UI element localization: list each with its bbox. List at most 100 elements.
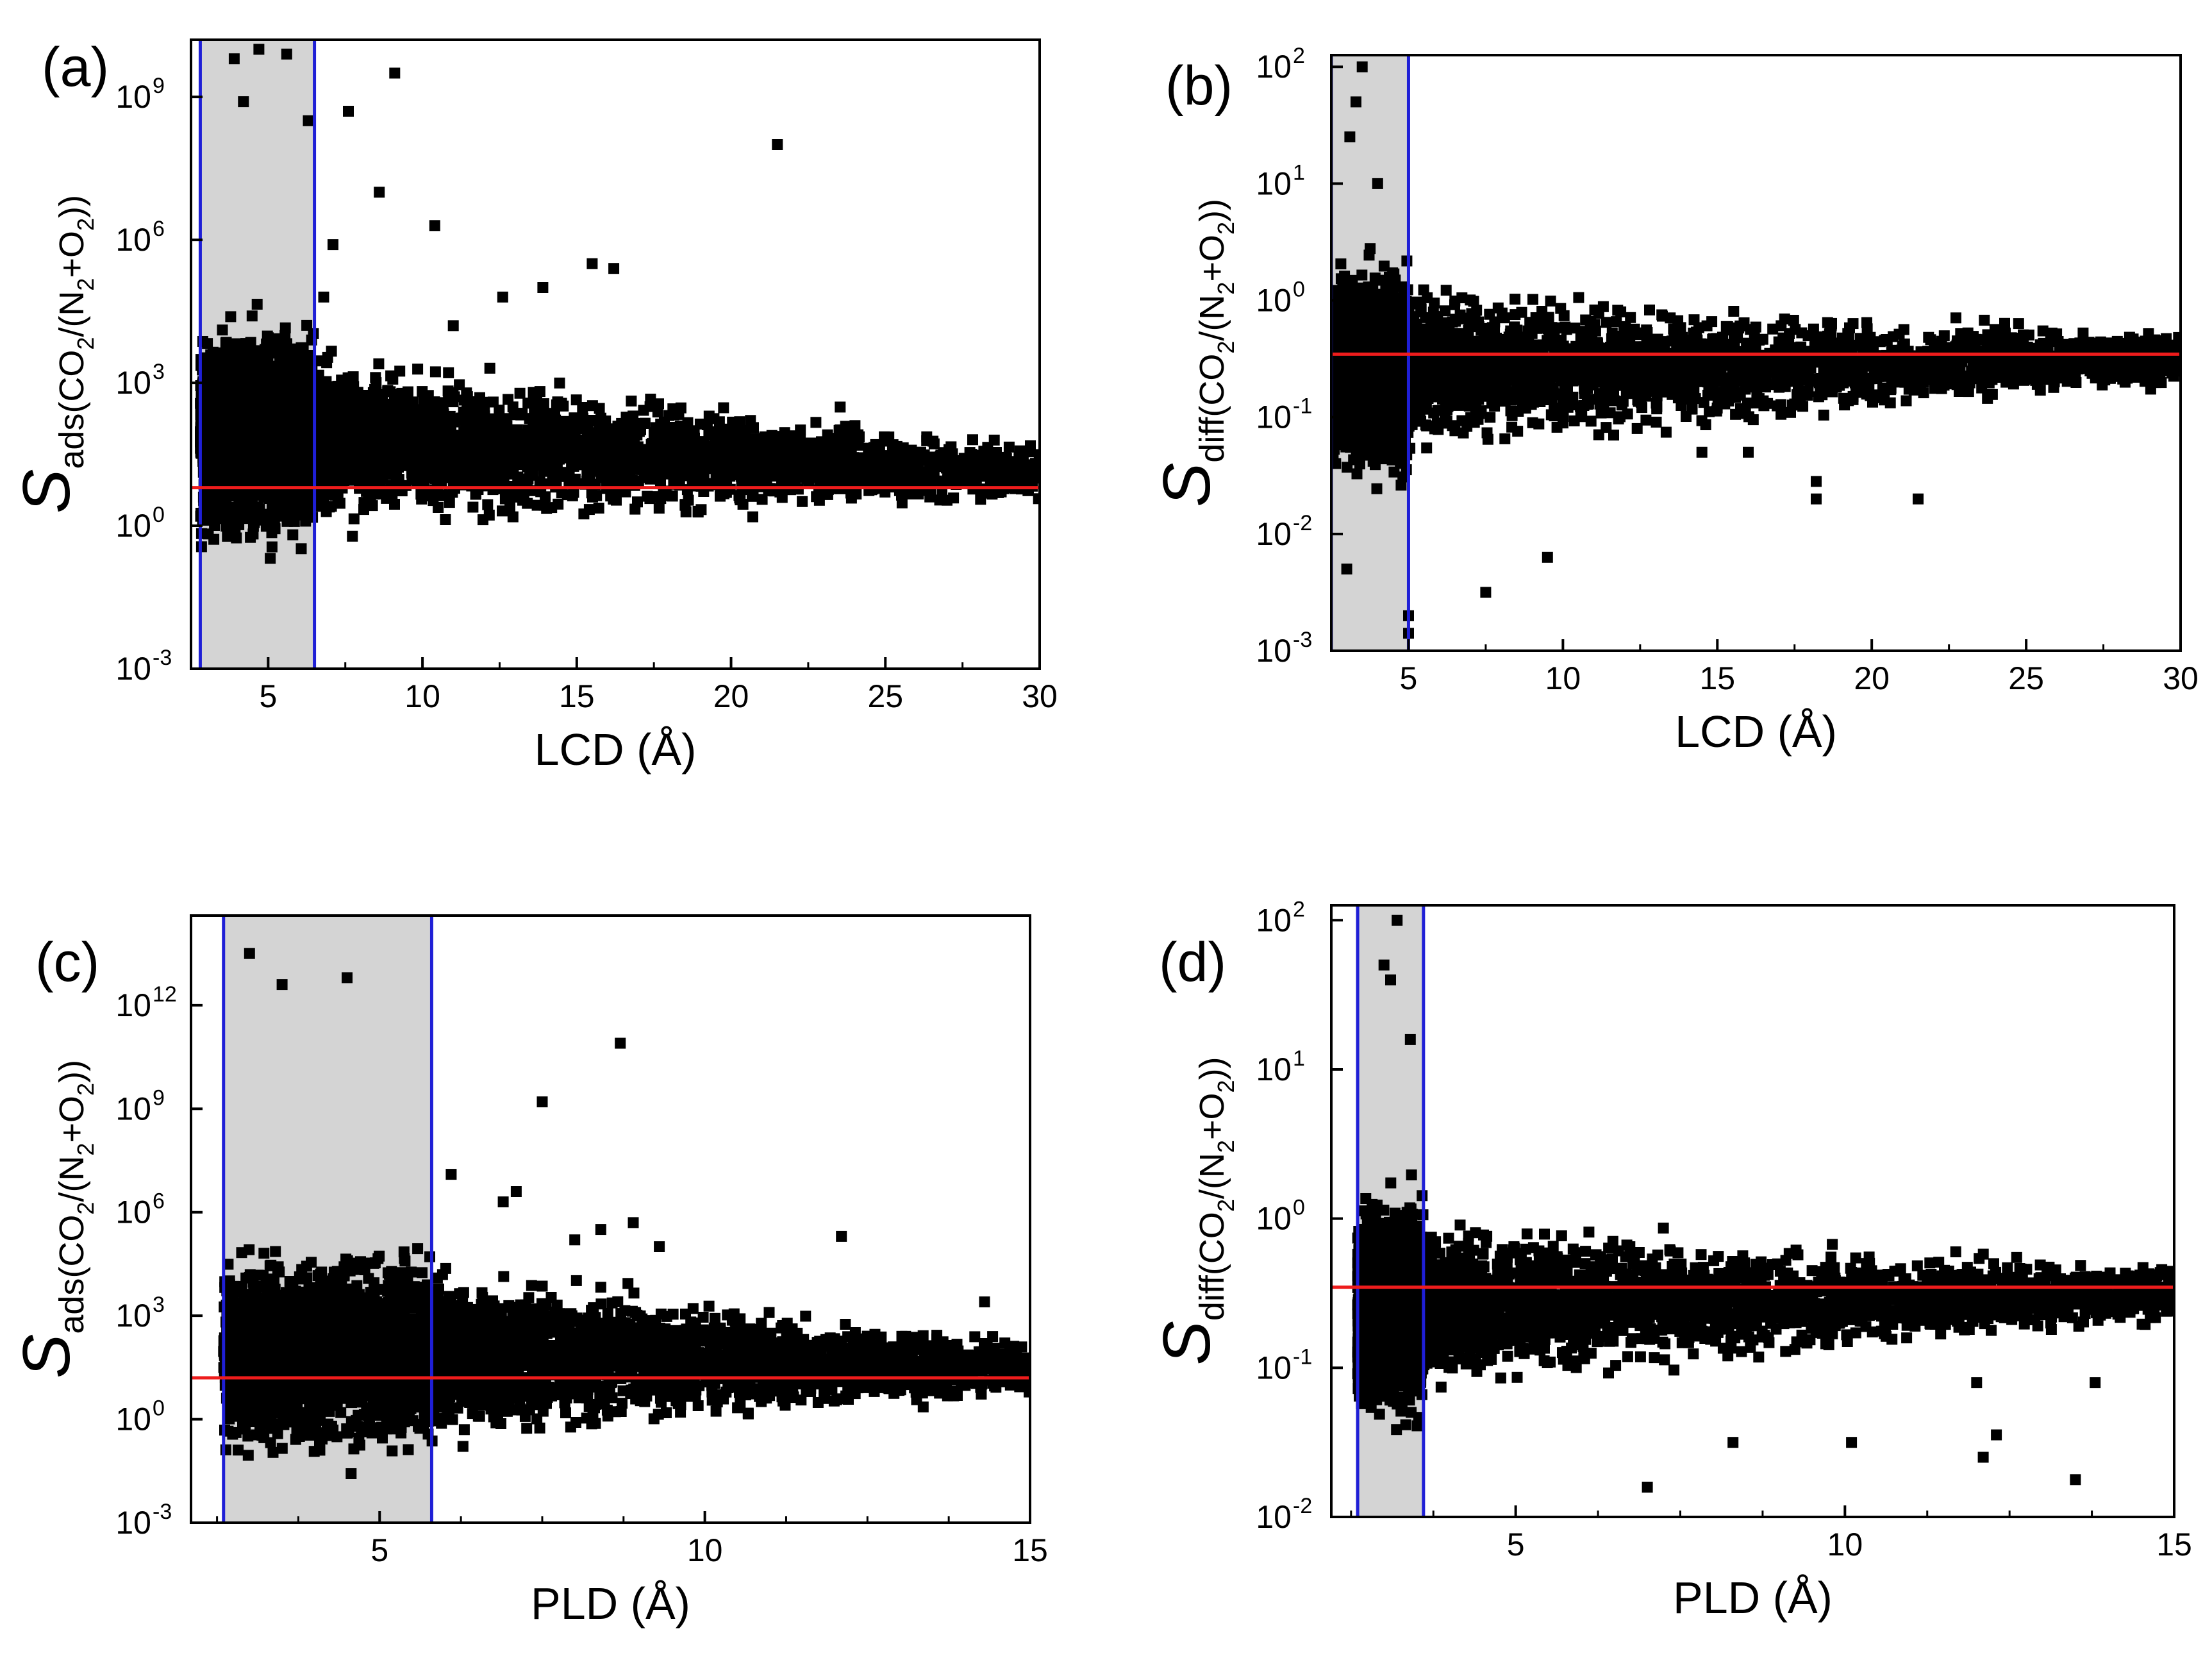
data-point xyxy=(438,408,449,420)
data-point xyxy=(281,440,292,452)
data-point xyxy=(667,490,678,502)
data-point xyxy=(290,419,302,430)
data-point xyxy=(747,490,759,502)
data-point xyxy=(266,541,278,553)
data-point xyxy=(970,473,982,484)
data-point xyxy=(220,435,232,446)
data-point xyxy=(709,431,720,442)
data-point xyxy=(277,373,288,384)
data-point xyxy=(703,410,715,422)
data-point xyxy=(365,490,376,502)
data-point xyxy=(334,498,345,509)
data-point xyxy=(529,403,540,415)
data-point xyxy=(396,387,408,399)
data-point xyxy=(776,492,788,503)
data-point xyxy=(303,115,314,126)
data-point xyxy=(690,444,702,455)
data-point xyxy=(277,342,288,353)
data-point xyxy=(348,381,360,392)
data-point xyxy=(371,430,383,442)
data-point xyxy=(936,489,947,500)
data-point xyxy=(558,470,570,481)
data-point xyxy=(1000,451,1011,463)
data-point xyxy=(879,431,890,442)
data-point xyxy=(663,410,675,421)
data-point xyxy=(435,417,447,429)
data-point xyxy=(782,476,794,487)
data-point xyxy=(301,319,313,331)
data-point xyxy=(586,436,598,448)
data-point xyxy=(287,529,299,540)
data-point xyxy=(281,48,292,60)
data-point xyxy=(835,401,846,413)
data-point xyxy=(344,440,356,451)
data-point xyxy=(722,466,734,478)
data-point xyxy=(599,442,611,453)
data-point xyxy=(231,381,243,393)
data-point xyxy=(326,346,337,357)
data-point xyxy=(328,444,340,455)
data-point xyxy=(635,449,647,460)
data-point xyxy=(283,507,294,519)
data-point xyxy=(207,376,219,388)
data-point xyxy=(554,431,565,443)
data-point xyxy=(470,489,481,500)
data-point xyxy=(433,502,444,513)
data-point xyxy=(235,348,246,360)
data-point xyxy=(1033,493,1040,505)
data-point xyxy=(499,424,511,435)
data-point xyxy=(333,398,345,410)
data-point xyxy=(591,490,603,501)
data-point xyxy=(268,371,279,381)
data-point xyxy=(736,453,748,465)
data-point xyxy=(713,416,725,428)
data-point xyxy=(1033,473,1040,484)
data-point xyxy=(348,448,360,460)
data-point xyxy=(288,362,299,374)
y-axis-label-part: 2 xyxy=(72,278,99,291)
data-point xyxy=(497,505,508,517)
data-point xyxy=(515,409,527,421)
data-point xyxy=(745,415,756,426)
data-point xyxy=(281,420,293,431)
data-point xyxy=(842,476,854,487)
data-point xyxy=(245,506,256,517)
data-point xyxy=(782,457,794,468)
data-point xyxy=(411,452,422,464)
data-point xyxy=(779,427,790,439)
data-point xyxy=(246,310,258,322)
data-point xyxy=(514,387,526,399)
data-point xyxy=(269,477,281,489)
data-point xyxy=(244,490,255,501)
data-point xyxy=(497,291,508,303)
data-point xyxy=(429,366,441,378)
data-point xyxy=(462,391,473,403)
data-point xyxy=(211,419,222,430)
data-point xyxy=(265,553,276,564)
data-point xyxy=(295,543,307,555)
data-point xyxy=(345,389,357,401)
data-point xyxy=(851,489,862,500)
data-point xyxy=(679,499,691,510)
data-point xyxy=(747,511,758,523)
data-point xyxy=(429,220,440,231)
data-point xyxy=(462,419,473,430)
data-point xyxy=(484,362,495,374)
data-point xyxy=(961,472,973,483)
data-point xyxy=(348,513,360,524)
data-point xyxy=(443,367,454,378)
data-point xyxy=(321,382,332,394)
data-point xyxy=(595,465,606,477)
data-point xyxy=(243,371,254,383)
data-point xyxy=(321,357,333,369)
data-point xyxy=(891,468,902,480)
data-point xyxy=(810,450,821,461)
data-point xyxy=(578,508,590,520)
data-point xyxy=(462,462,473,473)
data-point xyxy=(658,439,670,450)
data-point xyxy=(422,390,434,401)
data-point xyxy=(208,514,220,525)
data-point xyxy=(828,435,840,446)
panel-label: (a) xyxy=(42,37,109,98)
